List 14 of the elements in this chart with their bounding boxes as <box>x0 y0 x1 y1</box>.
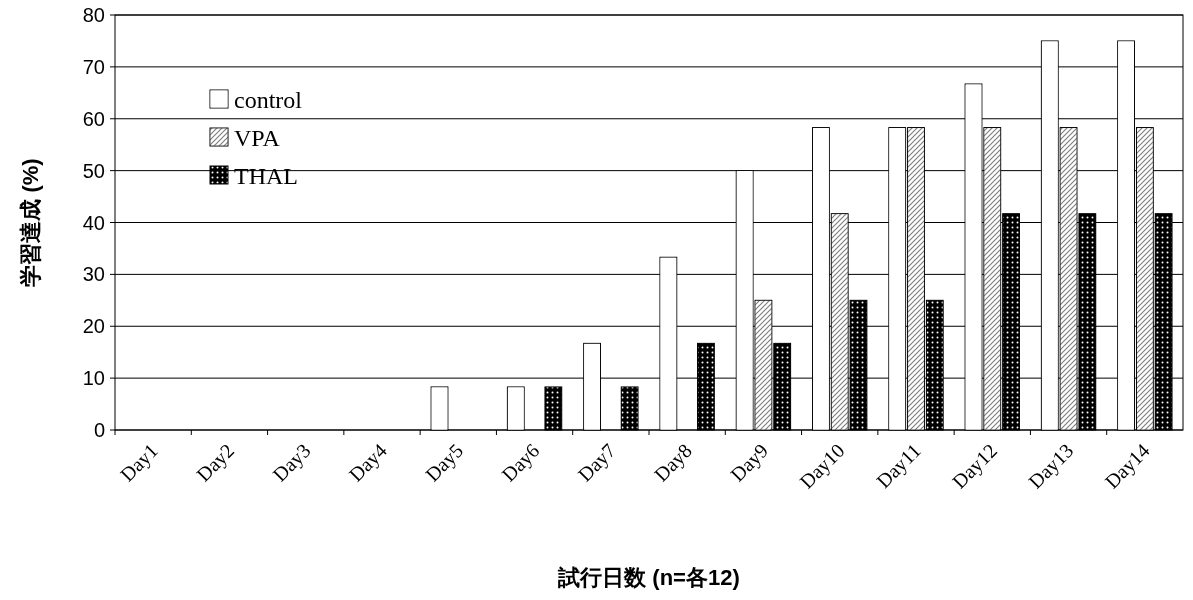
y-tick-label: 70 <box>82 55 105 78</box>
y-axis-title: 学習達成 (%) <box>18 158 43 287</box>
y-tick-label: 60 <box>82 107 105 130</box>
y-tick-label: 20 <box>82 315 105 338</box>
y-tick-label: 10 <box>82 367 105 390</box>
legend-label: VPA <box>234 125 281 151</box>
legend-label: THAL <box>234 163 298 189</box>
y-tick-label: 80 <box>82 4 105 26</box>
legend-label: control <box>234 87 303 113</box>
y-tick-label: 40 <box>82 211 105 234</box>
x-axis-title: 試行日数 (n=各12) <box>557 565 740 590</box>
y-tick-label: 50 <box>82 159 105 182</box>
y-tick-label: 30 <box>82 263 105 286</box>
y-tick-label: 0 <box>93 419 105 441</box>
